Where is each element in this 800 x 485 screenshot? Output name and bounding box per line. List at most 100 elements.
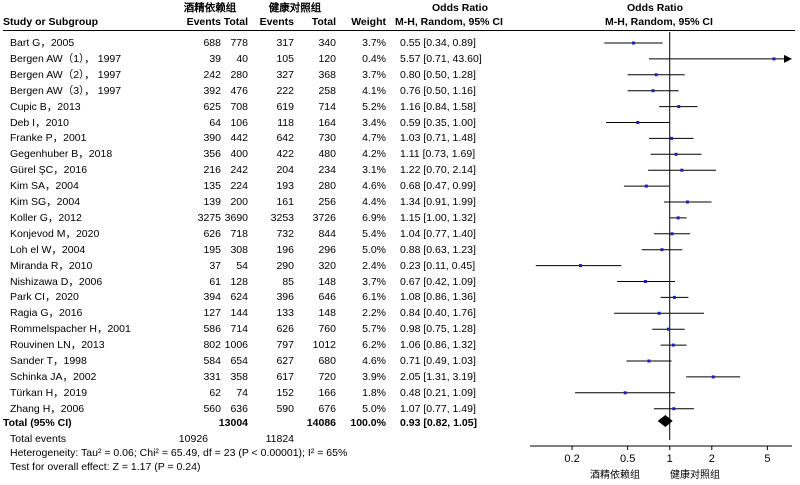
study-weight: 4.1% xyxy=(362,84,386,97)
group2-title: 健康对照组 xyxy=(268,2,322,14)
overall-effect-text: Test for overall effect: Z = 1.17 (P = 0… xyxy=(10,461,201,473)
events-group2: 118 xyxy=(277,116,294,129)
total-group2: 234 xyxy=(318,164,336,177)
events-group2: 196 xyxy=(276,243,294,256)
total-group2: 730 xyxy=(318,132,336,145)
events-group2: 152 xyxy=(276,386,294,399)
study-or-ci: 1.06 [0.86, 1.32] xyxy=(400,339,476,352)
study-name: Gegenhuber B，2018 xyxy=(10,148,113,161)
events-group1: 392 xyxy=(203,84,221,97)
study-name: Bart G，2005 xyxy=(10,37,75,49)
total-group1: 54 xyxy=(236,259,248,272)
study-or-ci: 0.71 [0.49, 1.03] xyxy=(400,355,476,367)
col-method-left-header: M-H, Random, 95% CI xyxy=(395,16,503,28)
x-tick-label: 1 xyxy=(667,453,673,465)
events-group2: 422 xyxy=(276,148,294,161)
total-group2: 714 xyxy=(318,100,336,113)
point-estimate xyxy=(651,89,655,93)
total-group1: 708 xyxy=(230,100,248,113)
study-weight: 3.9% xyxy=(362,370,386,383)
point-estimate xyxy=(677,105,681,109)
study-weight: 2.4% xyxy=(362,259,386,272)
study-weight: 5.4% xyxy=(362,227,386,240)
total-group1: 476 xyxy=(230,84,248,97)
point-estimate xyxy=(660,248,664,252)
total-group2: 3726 xyxy=(312,211,336,224)
study-or-ci: 0.67 [0.42, 1.09] xyxy=(400,275,476,288)
events-group1: 195 xyxy=(203,243,221,256)
point-estimate xyxy=(711,375,715,379)
study-weight: 2.2% xyxy=(362,307,386,320)
study-or-ci: 1.34 [0.91, 1.99] xyxy=(400,196,476,208)
point-estimate xyxy=(643,280,647,283)
total-group1: 718 xyxy=(230,227,248,240)
total-group2: 340 xyxy=(318,37,336,49)
study-weight: 5.7% xyxy=(362,323,386,336)
study-name: Zhang H，2006 xyxy=(10,402,85,415)
study-weight: 6.1% xyxy=(362,291,386,304)
point-estimate xyxy=(636,121,640,124)
study-weight: 0.4% xyxy=(362,52,386,65)
total-group1: 714 xyxy=(230,323,248,336)
total-group1: 242 xyxy=(230,164,248,177)
total-events-label: Total events xyxy=(10,433,67,445)
events-group1: 331 xyxy=(203,370,221,383)
total-group2: 296 xyxy=(318,243,336,256)
total-group1: 1006 xyxy=(224,339,248,352)
events-group1: 626 xyxy=(203,227,221,240)
study-name: Schinka JA，2002 xyxy=(10,370,97,383)
events-group2: 317 xyxy=(276,37,294,49)
total-group1: 654 xyxy=(230,355,248,367)
events-group2: 3253 xyxy=(270,211,294,224)
study-weight: 4.4% xyxy=(362,196,386,208)
events-group1: 688 xyxy=(203,37,221,49)
events-group1: 37 xyxy=(209,259,221,272)
study-or-ci: 1.03 [0.71, 1.48] xyxy=(400,132,476,145)
total-events-group1: 10926 xyxy=(178,433,208,445)
total-group2: 844 xyxy=(318,227,336,240)
study-name: Rommelspacher H，2001 xyxy=(10,323,131,336)
events-group1: 39 xyxy=(209,52,221,65)
total-n-group2: 14086 xyxy=(306,417,336,429)
total-group2: 258 xyxy=(318,84,336,97)
events-group2: 290 xyxy=(276,259,294,272)
total-group1: 358 xyxy=(230,370,248,383)
total-group1: 106 xyxy=(230,116,248,129)
events-group1: 356 xyxy=(203,148,221,161)
col-events1-header: Events xyxy=(186,16,221,28)
study-or-ci: 0.98 [0.75, 1.28] xyxy=(400,323,476,336)
study-or-ci: 0.55 [0.34, 0.89] xyxy=(400,37,476,49)
study-name: Kim SA，2004 xyxy=(10,180,79,193)
favours-left-label: 酒精依赖组 xyxy=(590,470,640,481)
favours-right-label: 健康对照组 xyxy=(670,470,720,481)
total-group2: 280 xyxy=(318,180,336,193)
total-group1: 636 xyxy=(230,402,248,415)
col-total2-header: Total xyxy=(311,16,336,28)
events-group2: 642 xyxy=(276,132,294,145)
study-or-ci: 1.07 [0.77, 1.49] xyxy=(400,402,476,415)
study-weight: 4.6% xyxy=(362,355,386,367)
events-group2: 732 xyxy=(276,227,294,240)
total-group2: 256 xyxy=(318,196,336,208)
study-weight: 5.0% xyxy=(362,243,386,256)
study-name: Rouvinen LN，2013 xyxy=(10,339,105,352)
total-weight: 100.0% xyxy=(350,417,386,429)
events-group1: 62 xyxy=(209,386,221,399)
col-weight-header: Weight xyxy=(351,16,386,28)
total-group2: 148 xyxy=(318,275,336,288)
total-group2: 720 xyxy=(318,370,336,383)
events-group2: 222 xyxy=(276,84,294,97)
study-name: Gürel ŞC，2016 xyxy=(10,164,88,177)
events-group2: 85 xyxy=(282,275,294,288)
total-group2: 680 xyxy=(318,355,336,367)
point-estimate xyxy=(657,311,661,315)
study-or-ci: 1.04 [0.77, 1.40] xyxy=(400,227,476,240)
total-events-group2: 11824 xyxy=(265,433,294,445)
total-group2: 166 xyxy=(318,386,336,399)
ci-arrow xyxy=(784,54,792,63)
study-weight: 6.9% xyxy=(362,211,386,224)
total-group1: 280 xyxy=(230,68,248,81)
point-estimate xyxy=(672,295,676,299)
events-group1: 390 xyxy=(203,132,221,145)
events-group2: 797 xyxy=(276,339,294,352)
